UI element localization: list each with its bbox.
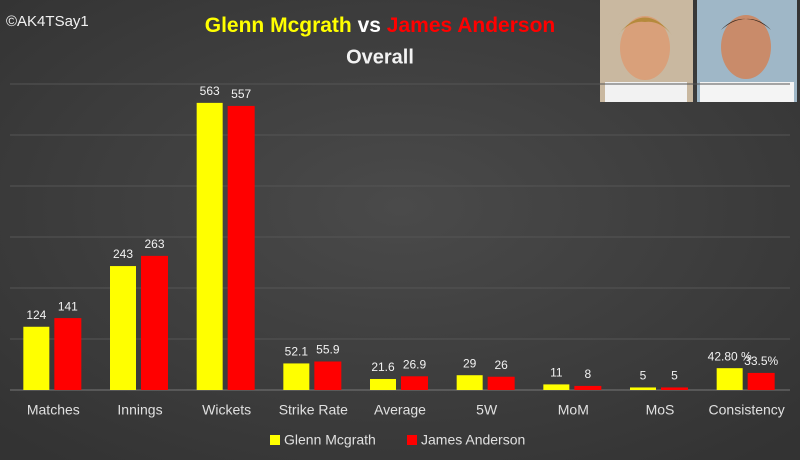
legend-swatch [270,435,280,445]
data-label: 141 [58,299,78,313]
bar [661,387,688,390]
photo [600,0,693,102]
data-label: 263 [144,237,164,251]
bar [543,384,570,390]
data-label: 563 [200,84,220,98]
bar [227,105,255,391]
bar [747,372,775,390]
x-tick-label: Innings [117,402,162,418]
data-label: 26 [494,358,508,372]
data-label: 5 [671,369,678,383]
data-label: 557 [231,87,251,101]
bar [370,378,396,390]
data-label: 243 [113,247,133,261]
data-label: 8 [584,367,591,381]
data-label: 11 [550,366,563,380]
bar [574,385,602,390]
title-part: vs [358,14,381,37]
legend-label: Glenn Mcgrath [284,432,376,448]
chart-subtitle: Overall [346,46,414,68]
title-part: James Anderson [387,14,555,37]
x-tick-label: Average [374,402,426,418]
title-part: Glenn Mcgrath [205,14,352,37]
data-label: 55.9 [316,343,340,357]
x-tick-label: Wickets [202,402,251,418]
data-label: 33.5% [744,354,778,368]
bar [314,361,342,390]
bar [196,102,223,391]
data-label: 26.9 [403,357,427,371]
data-label: 21.6 [371,360,395,374]
x-tick-label: Matches [27,402,80,418]
x-tick-label: MoM [558,402,589,418]
chart-title: Glenn Mcgrath vs James Anderson [205,14,556,37]
x-tick-label: Strike Rate [279,402,348,418]
bar [110,266,136,390]
x-tick-label: MoS [646,402,675,418]
x-tick-label: 5W [476,402,498,418]
x-tick-label: Consistency [709,402,785,418]
data-label: 5 [640,369,647,383]
bar [456,375,483,390]
bar [54,318,82,390]
bar [283,363,310,390]
bar [141,255,168,390]
data-label: 52.1 [285,345,309,359]
photo [697,0,797,102]
bar [487,376,515,390]
data-label: 124 [26,308,46,322]
data-label: 29 [463,356,477,370]
bar [630,387,656,390]
legend-swatch [407,435,417,445]
data-label: 42.80 % [708,349,752,363]
bar [401,376,428,390]
bar [716,368,743,390]
watermark: ©AK4TSay1 [6,13,89,30]
bar [23,326,50,390]
legend-label: James Anderson [421,432,525,448]
